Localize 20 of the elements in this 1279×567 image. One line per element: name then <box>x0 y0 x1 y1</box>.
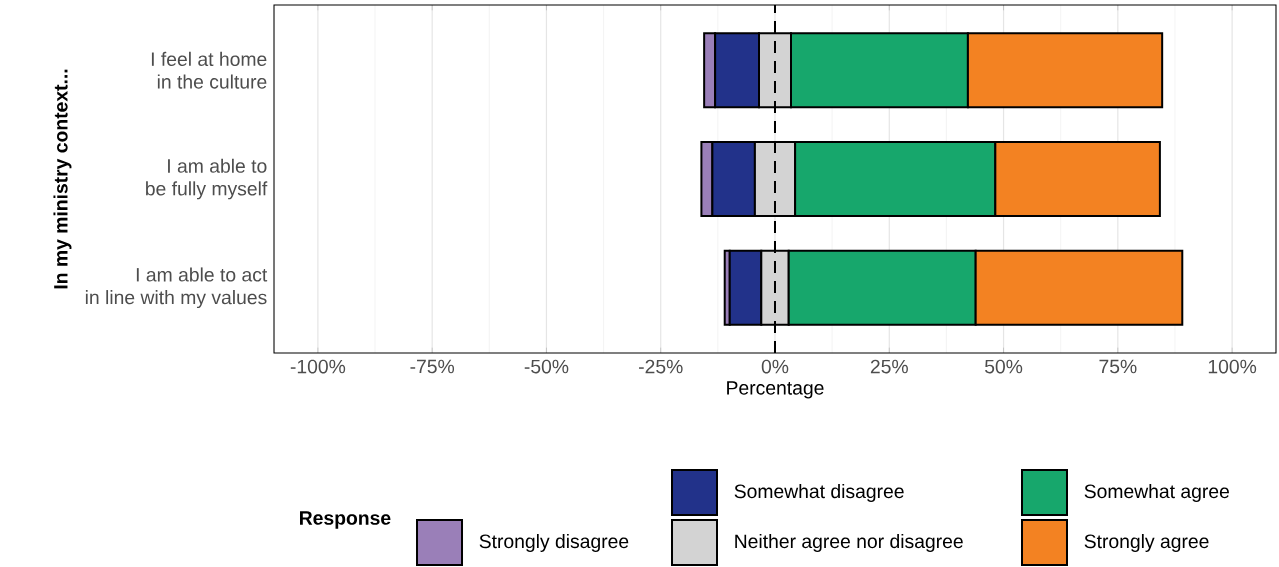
y-tick-label: I am able to be fully myself <box>146 158 268 200</box>
x-tick-label: -100% <box>290 359 346 374</box>
x-tick-label: -50% <box>524 359 569 374</box>
x-axis-title: Percentage <box>727 381 824 399</box>
legend-label: Neither agree nor disagree <box>735 533 963 552</box>
legend-label: Strongly disagree <box>479 533 629 552</box>
legend-label: Somewhat disagree <box>734 483 904 502</box>
x-tick-label: 0% <box>761 359 789 374</box>
x-tick-label: 50% <box>984 359 1023 374</box>
y-tick-label: I am able to act in line with my values <box>85 267 268 309</box>
legend-label: Strongly agree <box>1084 533 1209 552</box>
x-tick-label: 100% <box>1208 359 1257 374</box>
x-tick-label: 75% <box>1099 359 1137 374</box>
y-axis-title: In my ministry context... <box>53 69 72 289</box>
legend-label: Somewhat agree <box>1084 483 1229 502</box>
x-tick-label: 25% <box>870 359 908 374</box>
x-tick-label: -75% <box>410 359 455 374</box>
x-tick-label: -25% <box>639 359 683 374</box>
y-tick-label: I feel at home in the culture <box>151 51 267 89</box>
legend-title: Response <box>300 511 391 529</box>
